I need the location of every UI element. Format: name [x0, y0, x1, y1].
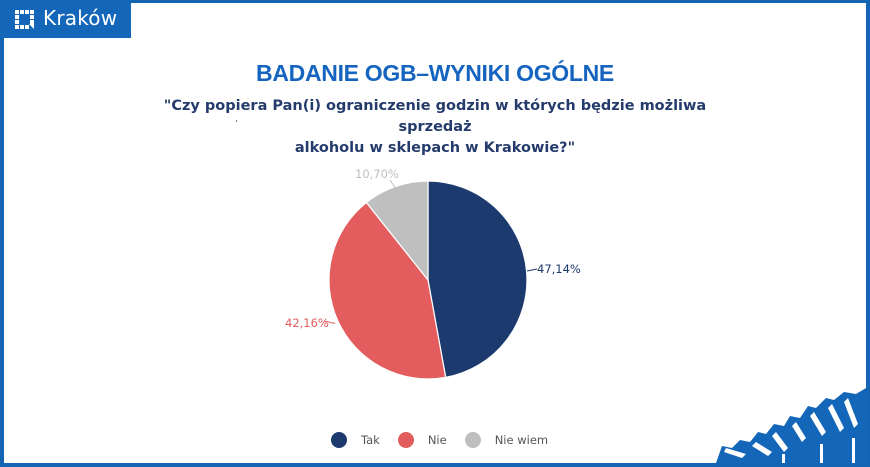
survey-question: "Czy popiera Pan(i) ograniczenie godzin …: [150, 96, 720, 159]
legend-item-tak[interactable]: Tak: [331, 432, 380, 448]
pie-slice-nie-wiem[interactable]: [365, 180, 429, 282]
legend-dot-nie-icon: [397, 432, 414, 448]
value-label-nie: 42,16%: [285, 316, 329, 330]
legend-dot-nie-wiem-icon: [464, 432, 481, 448]
logo-text: Kraków: [43, 6, 118, 30]
legend-dot-tak-icon: [331, 432, 347, 448]
chart-legend: Tak Nie Nie wiem: [331, 430, 566, 450]
legend-label-tak: Tak: [361, 433, 380, 447]
krakow-square-logo-icon: [15, 10, 34, 29]
legend-item-nie-wiem[interactable]: Nie wiem: [464, 432, 549, 448]
legend-item-nie[interactable]: Nie: [397, 432, 447, 448]
survey-question-line-1: "Czy popiera Pan(i) ograniczenie godzin …: [163, 98, 707, 135]
leader-line-nie-wiem: [389, 179, 397, 190]
krakow-logo-tab: Kraków: [0, 0, 131, 38]
pie-slice-tak[interactable]: [427, 180, 528, 379]
legend-label-nie-wiem: Nie wiem: [494, 433, 549, 447]
value-label-tak: 47,14%: [537, 262, 581, 276]
krakow-skyline-graphic-icon: [716, 388, 866, 463]
survey-question-line-2: alkoholu w sklepach w Krakowie?": [294, 140, 576, 156]
pie-slice-nie[interactable]: [328, 201, 447, 380]
slide-title: BADANIE OGB–WYNIKI OGÓLNE: [256, 60, 614, 86]
stray-dot: [236, 120, 237, 122]
leader-line-tak: [526, 268, 538, 272]
legend-label-nie: Nie: [427, 433, 447, 447]
value-label-nie-wiem: 10,70%: [355, 167, 399, 181]
leader-line-nie: [323, 320, 336, 324]
